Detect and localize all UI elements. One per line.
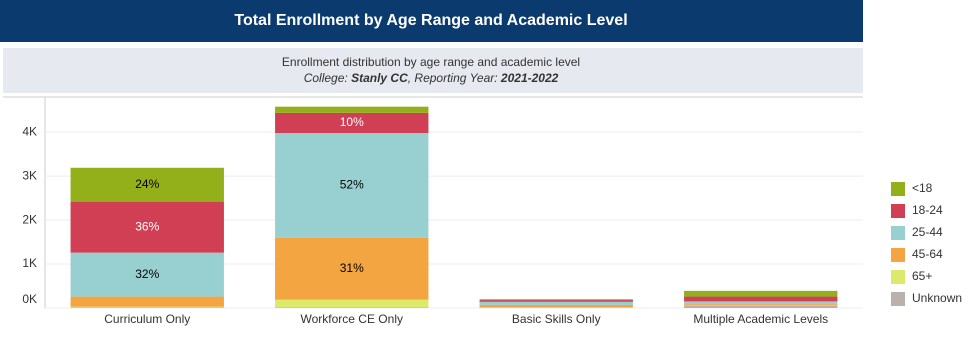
segment-label: 31%	[340, 261, 364, 275]
legend-swatch	[891, 270, 905, 284]
segment-label: 10%	[340, 115, 364, 129]
legend-swatch	[891, 226, 905, 240]
chart-title: Total Enrollment by Age Range and Academ…	[234, 12, 627, 29]
x-tick-label: Multiple Academic Levels	[693, 312, 828, 326]
college: Stanly CC	[351, 71, 408, 85]
x-tick-label: Workforce CE Only	[301, 312, 403, 326]
segment-label: 32%	[135, 267, 159, 281]
x-tick-label: Curriculum Only	[104, 312, 190, 326]
bar-segment	[71, 307, 224, 308]
subtitle-detail: College: Stanly CC, Reporting Year: 2021…	[304, 71, 559, 85]
legend-label: 18-24	[912, 203, 943, 217]
segment-label: 24%	[135, 177, 159, 191]
year-label: , Reporting Year:	[408, 71, 501, 85]
y-tick-label: 1K	[22, 256, 37, 270]
legend-label: Unknown	[912, 291, 962, 305]
y-tick-label: 4K	[22, 124, 37, 138]
y-tick-label: 0K	[22, 292, 37, 306]
legend-label: 65+	[912, 269, 932, 283]
bar-segment	[480, 299, 633, 300]
x-tick-label: Basic Skills Only	[512, 312, 601, 326]
bar-segment	[71, 297, 224, 307]
y-tick-label: 3K	[22, 168, 37, 182]
legend-label: <18	[912, 181, 933, 195]
bar-segment	[684, 291, 837, 297]
segment-label: 36%	[135, 219, 159, 233]
legend-swatch	[891, 204, 905, 218]
legend-swatch	[891, 292, 905, 306]
bar-segment	[275, 107, 428, 113]
legend-swatch	[891, 182, 905, 196]
legend-label: 45-64	[912, 247, 943, 261]
bar-segment	[684, 297, 837, 302]
bar-segment	[480, 300, 633, 302]
subtitle: Enrollment distribution by age range and…	[282, 55, 580, 69]
bar-segment	[684, 301, 837, 304]
segment-label: 52%	[340, 178, 364, 192]
bar-segment	[480, 305, 633, 307]
bar-segment	[275, 300, 428, 308]
y-tick-label: 2K	[22, 212, 37, 226]
year: 2021-2022	[500, 71, 559, 85]
bar-segment	[684, 304, 837, 305]
legend-swatch	[891, 248, 905, 262]
legend-label: 25-44	[912, 225, 943, 239]
bar-segment	[480, 302, 633, 305]
bar-segment	[684, 305, 837, 308]
college-label: College:	[304, 71, 351, 85]
